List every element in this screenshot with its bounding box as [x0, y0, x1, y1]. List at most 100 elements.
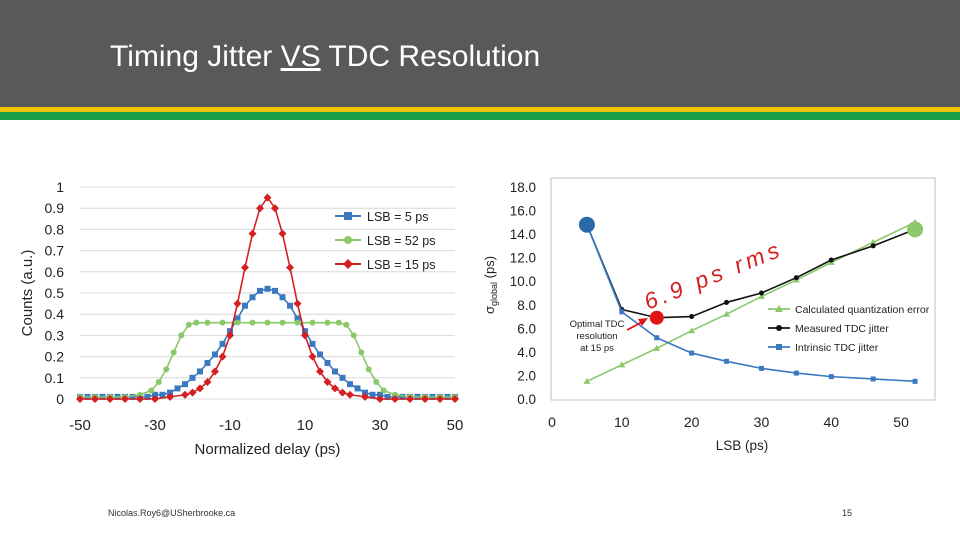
chart2-ylabel-main: σ	[482, 306, 497, 314]
chart2-ytick-label: 4.0	[517, 345, 536, 360]
chart1-data-point	[144, 393, 151, 400]
chart2-legend-marker	[776, 325, 782, 331]
chart1-data-point	[406, 395, 414, 403]
slide-title: Timing Jitter VS TDC Resolution	[110, 40, 540, 74]
chart2-ytick-label: 18.0	[510, 180, 536, 195]
chart2-data-point	[793, 370, 799, 376]
chart2-xtick-label: 10	[614, 414, 630, 430]
chart1-ytick-label: 0.9	[45, 200, 65, 216]
chart1-data-point	[264, 319, 271, 326]
chart1-data-point	[76, 395, 84, 403]
chart2-ytick-label: 6.0	[517, 321, 536, 336]
chart2-data-point	[688, 327, 696, 334]
chart1-data-point	[233, 299, 242, 308]
chart2-xtick-label: 20	[684, 414, 700, 430]
chart1-data-point	[170, 349, 177, 356]
chart2-ytick-label: 0.0	[517, 392, 536, 407]
chart1-data-point	[294, 315, 301, 322]
chart2-data-point	[758, 290, 764, 296]
chart1-legend-marker	[344, 236, 352, 244]
chart2-data-point	[870, 376, 876, 382]
chart1-data-point	[155, 379, 162, 386]
chart1-data-point	[317, 351, 323, 358]
chart1-data-point	[308, 352, 317, 361]
chart1-data-point	[159, 391, 166, 398]
chart2-start-marker	[578, 216, 595, 233]
chart1-data-point	[256, 204, 264, 213]
chart1-data-point	[204, 359, 211, 366]
chart1-data-point	[249, 294, 256, 301]
chart1-data-point	[369, 391, 376, 398]
chart1-data-point	[354, 385, 361, 392]
chart1-data-point	[331, 384, 339, 393]
chart2-annotation-line: Optimal TDC	[570, 319, 625, 330]
chart2-data-point	[724, 299, 730, 305]
chart1-data-point	[249, 319, 256, 326]
chart1-data-point	[121, 395, 129, 403]
chart1-data-point	[324, 359, 331, 366]
chart1-ytick-label: 0.6	[45, 264, 65, 280]
chart1-legend-label: LSB = 5 ps	[367, 210, 429, 224]
chart2-data-point	[828, 374, 834, 380]
chart1-xtick-label: -10	[219, 417, 241, 434]
chart2-data-point	[724, 358, 730, 364]
chart1-series-line	[80, 196, 455, 400]
chart1-data-point	[293, 299, 302, 308]
chart1-data-point	[167, 389, 173, 396]
chart1-data-point	[178, 332, 185, 339]
chart2-data-point	[654, 335, 660, 341]
chart1-data-point	[242, 302, 248, 309]
chart1-xlabel: Normalized delay (ps)	[195, 441, 341, 458]
chart1-ytick-label: 1	[56, 179, 64, 195]
title-bar	[0, 0, 960, 107]
chart1-ytick-label: 0.8	[45, 221, 65, 237]
chart1-data-point	[301, 331, 309, 340]
chart1-data-point	[196, 384, 204, 393]
chart1-data-point	[278, 229, 287, 238]
chart1-series-line	[80, 321, 455, 398]
chart1-ytick-label: 0.2	[45, 349, 65, 365]
chart2-annotation-line: at 15 ps	[580, 343, 614, 354]
chart1-xtick-label: 30	[372, 417, 389, 434]
chart2-ytick-label: 10.0	[510, 274, 536, 289]
title-part-2: TDC Resolution	[320, 40, 541, 73]
chart1-data-point	[373, 379, 380, 386]
chart1-data-point	[272, 287, 278, 294]
chart1-data-point	[264, 285, 271, 292]
chart2-ytick-label: 16.0	[510, 204, 536, 219]
chart2-ytick-label: 8.0	[517, 298, 536, 313]
chart1-data-point	[309, 319, 316, 326]
chart2-ytick-label: 2.0	[517, 368, 536, 383]
chart1-data-point	[316, 367, 324, 376]
chart1-data-point	[151, 395, 159, 403]
chart1-data-point	[384, 393, 391, 400]
chart1-data-point	[279, 319, 286, 326]
chart2-data-point	[912, 378, 918, 384]
chart2-ytick-label: 14.0	[510, 227, 536, 242]
chart1-ytick-label: 0.4	[45, 306, 65, 322]
chart2-ylabel-subscript: global	[489, 282, 499, 306]
chart2-legend-label: Intrinsic TDC jitter	[795, 342, 879, 354]
chart2-ylabel: σglobal (ps)	[482, 256, 499, 314]
chart1-data-point	[185, 321, 192, 328]
footer-email: Nicolas.Roy6@USherbrooke.ca	[108, 508, 236, 518]
chart2-optimal-marker	[649, 310, 664, 325]
chart2-annotation-line: resolution	[576, 331, 617, 342]
chart2-series-line	[586, 224, 916, 319]
chart2-data-point	[869, 238, 877, 245]
chart1-data-point	[137, 391, 143, 398]
chart1-data-point	[234, 315, 241, 322]
chart1-xtick-label: -50	[69, 417, 91, 434]
chart1-xtick-label: 50	[447, 417, 464, 434]
chart1-data-point	[350, 332, 357, 339]
chart2-data-point	[653, 344, 661, 351]
chart1-data-point	[332, 368, 338, 375]
chart1-data-point	[129, 393, 136, 400]
chart1-data-point	[361, 392, 369, 401]
chart1-data-point	[163, 366, 170, 373]
chart1-data-point	[294, 319, 301, 326]
chart1-data-point	[218, 352, 227, 361]
chart2-data-point	[828, 257, 834, 263]
chart2-data-point	[723, 310, 731, 317]
